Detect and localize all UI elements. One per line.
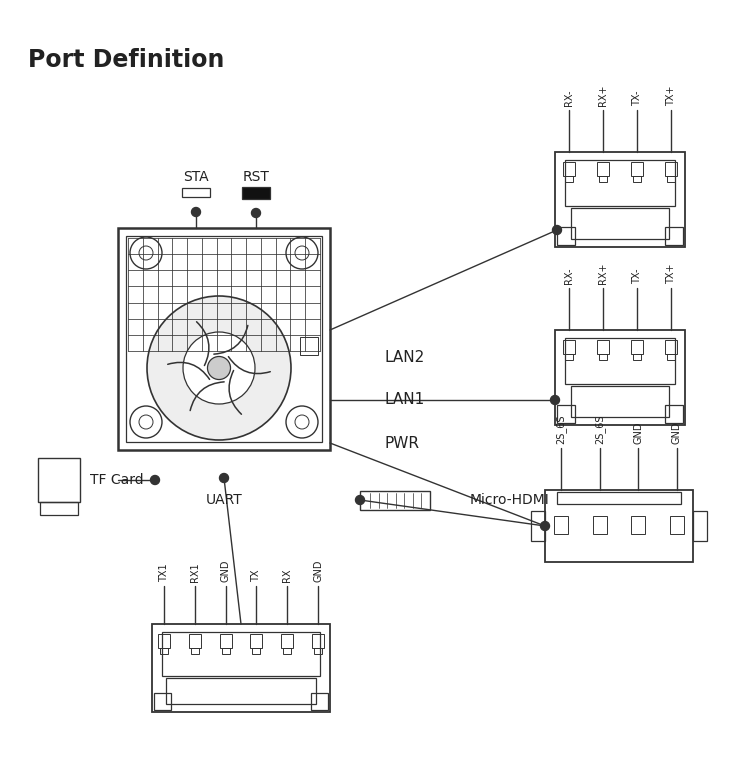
Bar (154, 693, 171, 710)
Bar (166, 678, 316, 704)
Text: TX+: TX+ (666, 263, 676, 284)
Bar (555, 330, 685, 425)
Bar (632, 516, 645, 534)
Bar (670, 516, 684, 534)
Text: RX-: RX- (564, 90, 574, 106)
Bar (126, 236, 322, 442)
Circle shape (550, 396, 560, 405)
Bar (281, 634, 293, 648)
Bar (631, 162, 643, 176)
Text: GND: GND (633, 422, 644, 444)
Bar (665, 340, 677, 354)
Bar (563, 340, 575, 354)
Text: 2S_6S: 2S_6S (556, 415, 566, 444)
Bar (571, 207, 669, 239)
Bar (633, 354, 641, 360)
Bar (597, 162, 609, 176)
Bar (284, 648, 291, 654)
Bar (665, 405, 683, 423)
Text: GND: GND (313, 560, 323, 582)
Bar (665, 162, 677, 176)
Bar (599, 354, 607, 360)
Text: STA: STA (183, 170, 209, 184)
Circle shape (220, 474, 229, 482)
Circle shape (251, 208, 260, 217)
Circle shape (183, 332, 255, 404)
Bar (531, 511, 545, 541)
Bar (565, 354, 573, 360)
Bar (40, 502, 78, 515)
Text: GND: GND (672, 422, 682, 444)
Text: RX-: RX- (564, 268, 574, 284)
Circle shape (356, 495, 364, 505)
Text: RX+: RX+ (598, 262, 608, 284)
Bar (160, 648, 168, 654)
Bar (242, 187, 270, 199)
Circle shape (191, 207, 200, 217)
Bar (182, 188, 210, 197)
Text: TX: TX (251, 570, 262, 582)
Text: Micro-HDMI: Micro-HDMI (470, 493, 550, 507)
Bar (220, 634, 232, 648)
Text: TF Card: TF Card (90, 473, 144, 487)
Bar (251, 634, 262, 648)
Bar (633, 176, 641, 182)
Circle shape (151, 475, 160, 485)
Text: RX+: RX+ (598, 84, 608, 106)
Bar (360, 491, 430, 510)
Bar (152, 624, 330, 712)
Bar (599, 176, 607, 182)
Bar (158, 634, 170, 648)
Text: TX-: TX- (632, 269, 642, 284)
Circle shape (553, 225, 562, 235)
Bar (667, 176, 675, 182)
Bar (565, 160, 675, 206)
Circle shape (541, 522, 550, 530)
Bar (555, 152, 685, 247)
Bar (221, 648, 230, 654)
Bar (557, 227, 575, 245)
Bar (300, 337, 318, 355)
Bar (631, 340, 643, 354)
Bar (592, 516, 607, 534)
Bar (545, 490, 693, 562)
Bar (118, 228, 330, 450)
Bar (557, 405, 575, 423)
Bar (597, 340, 609, 354)
Bar (253, 648, 260, 654)
Text: RX1: RX1 (190, 563, 200, 582)
Bar (557, 492, 681, 504)
Text: RX: RX (282, 568, 292, 582)
Text: UART: UART (206, 493, 242, 507)
Bar (554, 516, 568, 534)
Bar (162, 632, 320, 676)
Text: 2S_6S: 2S_6S (594, 415, 605, 444)
Circle shape (147, 296, 291, 440)
Bar (665, 227, 683, 245)
Bar (38, 458, 80, 502)
Bar (563, 162, 575, 176)
Bar (693, 511, 707, 541)
Text: TX1: TX1 (159, 563, 169, 582)
Bar (312, 634, 324, 648)
Text: PWR: PWR (385, 436, 420, 450)
Text: RST: RST (242, 170, 269, 184)
Bar (189, 634, 201, 648)
Bar (190, 648, 199, 654)
Text: LAN2: LAN2 (385, 351, 425, 365)
Text: TX+: TX+ (666, 85, 676, 106)
Bar (565, 338, 675, 384)
Bar (571, 385, 669, 417)
Text: Port Definition: Port Definition (28, 48, 224, 72)
Bar (565, 176, 573, 182)
Circle shape (208, 357, 230, 379)
Bar (311, 693, 328, 710)
Text: GND: GND (220, 560, 230, 582)
Bar (314, 648, 322, 654)
Text: LAN1: LAN1 (385, 392, 425, 407)
Bar (667, 354, 675, 360)
Text: TX-: TX- (632, 91, 642, 106)
